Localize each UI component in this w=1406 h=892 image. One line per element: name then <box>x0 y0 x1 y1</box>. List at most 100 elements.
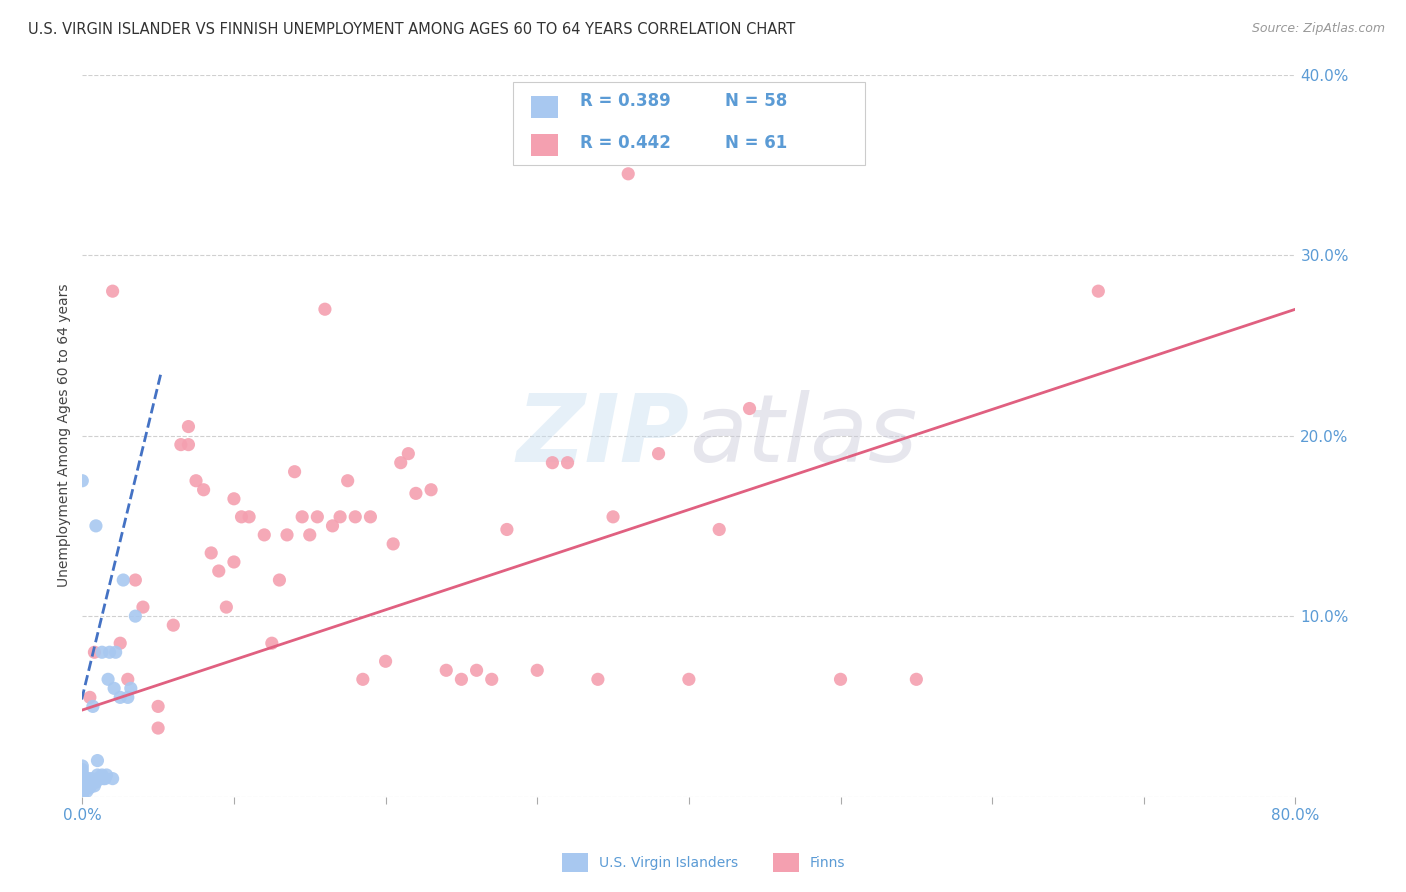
Point <box>72 777 94 791</box>
Point <box>72 780 94 795</box>
Text: R = 0.442: R = 0.442 <box>579 134 671 153</box>
Point <box>72 789 94 804</box>
Point <box>162 618 184 632</box>
Point <box>72 759 94 773</box>
Point <box>434 663 457 677</box>
Point <box>72 780 94 795</box>
Point <box>321 519 343 533</box>
Point <box>602 509 624 524</box>
Point <box>170 437 193 451</box>
Point <box>98 645 121 659</box>
Point <box>72 777 94 791</box>
Point <box>215 600 238 615</box>
Point <box>586 673 609 687</box>
Point <box>124 609 146 624</box>
Point <box>72 772 94 786</box>
Point <box>77 772 100 786</box>
Text: N = 58: N = 58 <box>725 92 787 111</box>
Point <box>82 699 104 714</box>
Point <box>238 509 260 524</box>
Point <box>72 772 94 786</box>
Point <box>72 784 94 798</box>
Point <box>76 779 98 793</box>
Point <box>72 789 94 804</box>
Text: Source: ZipAtlas.com: Source: ZipAtlas.com <box>1251 22 1385 36</box>
Point <box>103 681 125 696</box>
Text: N = 61: N = 61 <box>725 134 787 153</box>
Text: ZIP: ZIP <box>516 390 689 482</box>
Point <box>269 573 291 587</box>
Point <box>72 789 94 804</box>
Text: Finns: Finns <box>810 855 845 870</box>
Point <box>112 573 135 587</box>
Point <box>72 789 94 804</box>
Point <box>72 766 94 780</box>
Point <box>830 673 852 687</box>
Point <box>352 673 374 687</box>
Point <box>405 486 427 500</box>
Point <box>132 600 155 615</box>
Point <box>117 690 139 705</box>
Point <box>905 673 928 687</box>
Bar <box>531 134 558 156</box>
Point <box>80 772 103 786</box>
Point <box>108 636 131 650</box>
Point <box>541 456 564 470</box>
Point <box>647 447 669 461</box>
Point <box>91 768 114 782</box>
Point <box>396 447 419 461</box>
Point <box>253 528 276 542</box>
Y-axis label: Unemployment Among Ages 60 to 64 years: Unemployment Among Ages 60 to 64 years <box>58 284 72 587</box>
Point <box>465 663 488 677</box>
Point <box>450 673 472 687</box>
Point <box>208 564 231 578</box>
Text: atlas: atlas <box>689 390 917 481</box>
Text: U.S. VIRGIN ISLANDER VS FINNISH UNEMPLOYMENT AMONG AGES 60 TO 64 YEARS CORRELATI: U.S. VIRGIN ISLANDER VS FINNISH UNEMPLOY… <box>28 22 796 37</box>
Point <box>108 690 131 705</box>
Point <box>72 782 94 797</box>
Point <box>177 419 200 434</box>
Point <box>231 509 253 524</box>
Point <box>72 775 94 789</box>
Point <box>101 284 124 298</box>
Point <box>101 772 124 786</box>
Point <box>420 483 443 497</box>
Point <box>79 775 101 789</box>
Point <box>94 772 117 786</box>
Point <box>93 772 115 786</box>
Point <box>222 491 245 506</box>
Point <box>91 645 114 659</box>
Text: R = 0.389: R = 0.389 <box>579 92 671 111</box>
Point <box>557 456 579 470</box>
Point <box>298 528 321 542</box>
Point <box>72 772 94 786</box>
Point <box>184 474 207 488</box>
Point <box>389 456 412 470</box>
FancyBboxPatch shape <box>513 82 865 165</box>
Point <box>344 509 367 524</box>
Point <box>86 754 108 768</box>
Point <box>76 784 98 798</box>
Point <box>124 573 146 587</box>
Point <box>72 780 94 795</box>
Point <box>117 673 139 687</box>
Point <box>86 768 108 782</box>
Point <box>222 555 245 569</box>
Point <box>526 663 548 677</box>
Point <box>83 779 105 793</box>
Point <box>481 673 503 687</box>
Point <box>276 528 298 542</box>
Point <box>496 523 519 537</box>
Point <box>83 645 105 659</box>
Point <box>86 772 108 786</box>
Point <box>284 465 307 479</box>
Point <box>374 654 396 668</box>
Point <box>72 768 94 782</box>
Point <box>336 474 359 488</box>
Point <box>84 775 107 789</box>
Point <box>329 509 352 524</box>
Point <box>617 167 640 181</box>
Point <box>72 789 94 804</box>
Point <box>72 779 94 793</box>
Bar <box>531 95 558 118</box>
